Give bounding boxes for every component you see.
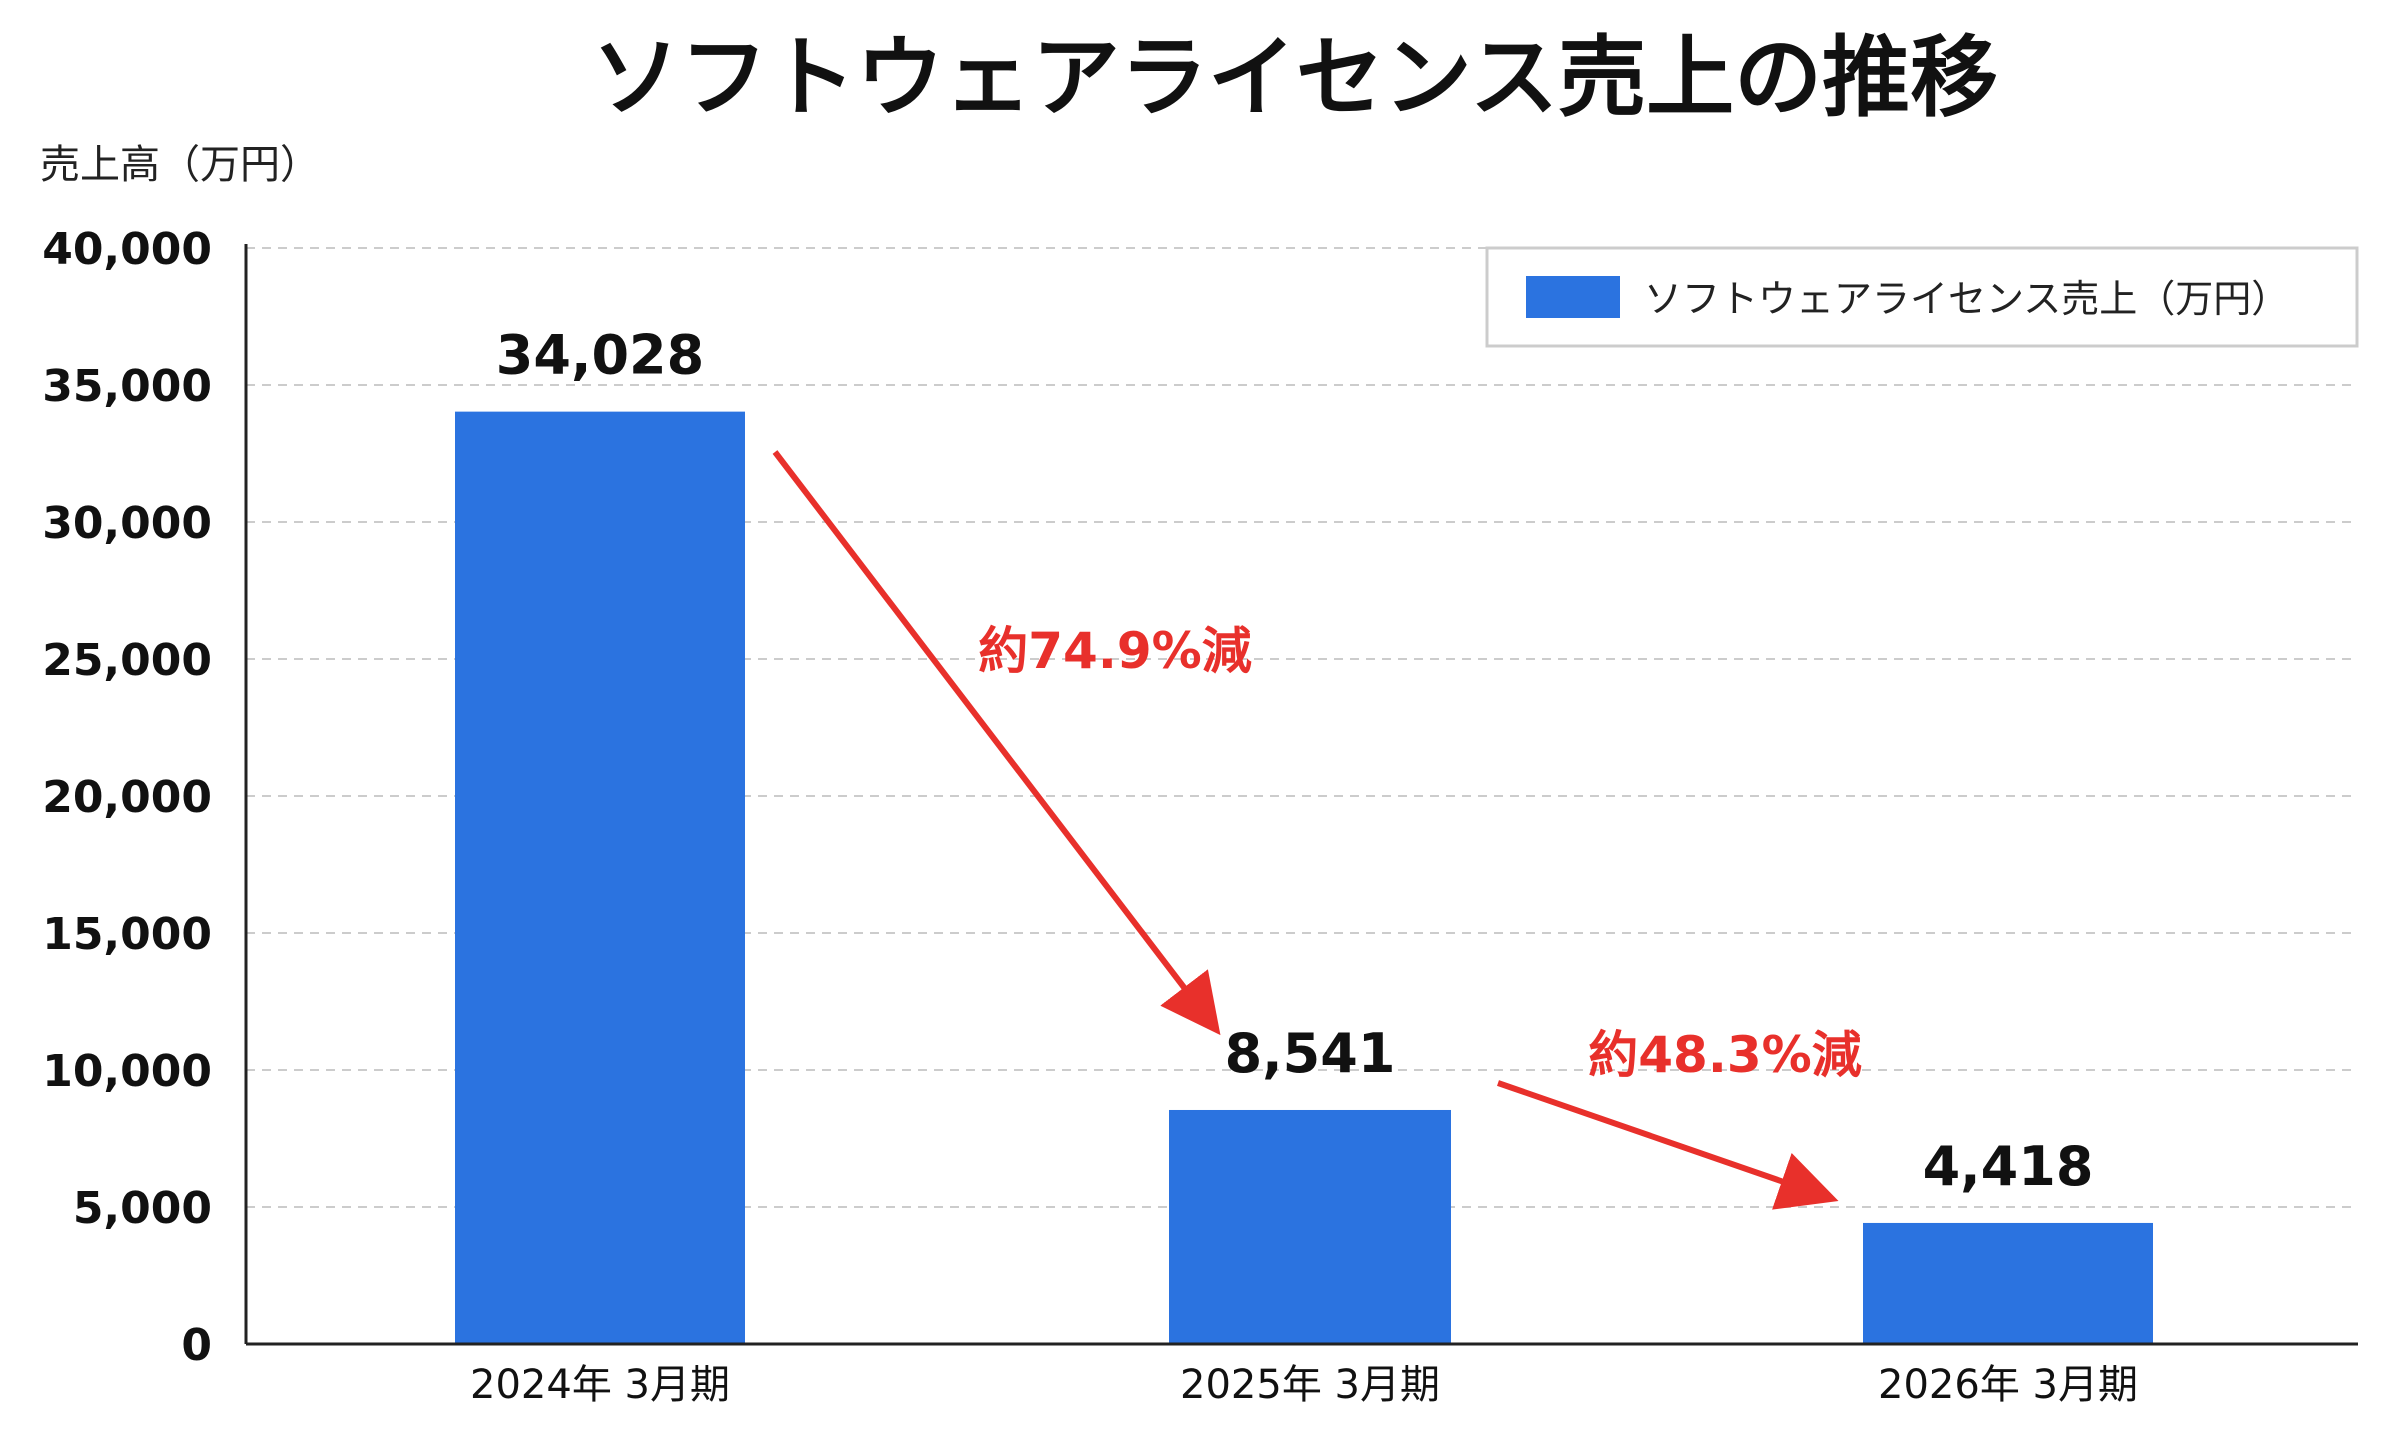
y-tick-label: 0 — [181, 1320, 212, 1371]
y-tick-label: 35,000 — [42, 361, 212, 412]
bar — [1169, 1109, 1451, 1344]
bars — [455, 411, 2153, 1344]
y-axis-label: 売上高（万円） — [40, 142, 320, 188]
y-tick-label: 20,000 — [42, 772, 212, 823]
legend-swatch — [1526, 276, 1620, 318]
x-tick-label: 2025年 3月期 — [1180, 1362, 1440, 1408]
y-tick-label: 25,000 — [42, 635, 212, 686]
x-tick-label: 2024年 3月期 — [470, 1362, 730, 1408]
y-tick-label: 10,000 — [42, 1046, 212, 1097]
x-tick-label: 2026年 3月期 — [1878, 1362, 2138, 1408]
y-tick-label: 30,000 — [42, 498, 212, 549]
bar-value-label: 34,028 — [496, 324, 704, 387]
y-tick-label: 15,000 — [42, 909, 212, 960]
decrease-annotation: 約74.9%減 — [978, 622, 1251, 680]
legend-box — [1485, 246, 2359, 348]
y-tick-label: 5,000 — [73, 1183, 212, 1234]
x-axis-ticks: 2024年 3月期 2025年 3月期 2026年 3月期 — [470, 1362, 2138, 1408]
y-axis-ticks: 0 5,000 10,000 15,000 20,000 25,000 30,000 35,0… — [42, 224, 212, 1371]
axes — [244, 244, 2358, 1346]
decrease-annotation: 約48.3%減 — [1588, 1026, 1861, 1084]
bar-value-label: 4,418 — [1923, 1135, 2094, 1198]
chart-title: ソフトウェアライセンス売上の推移 — [592, 26, 1998, 129]
legend-label: ソフトウェアライセンス売上（万円） — [1644, 277, 2289, 321]
decrease-arrow — [1497, 1080, 1839, 1210]
bar — [1863, 1222, 2153, 1344]
y-tick-label: 40,000 — [42, 224, 212, 275]
bar-value-label: 8,541 — [1225, 1022, 1396, 1085]
bar — [455, 411, 745, 1344]
decrease-arrow — [772, 450, 1221, 1036]
data-labels: 34,028 8,541 4,418 — [496, 324, 2094, 1198]
legend: ソフトウェアライセンス売上（万円） — [1485, 246, 2359, 348]
